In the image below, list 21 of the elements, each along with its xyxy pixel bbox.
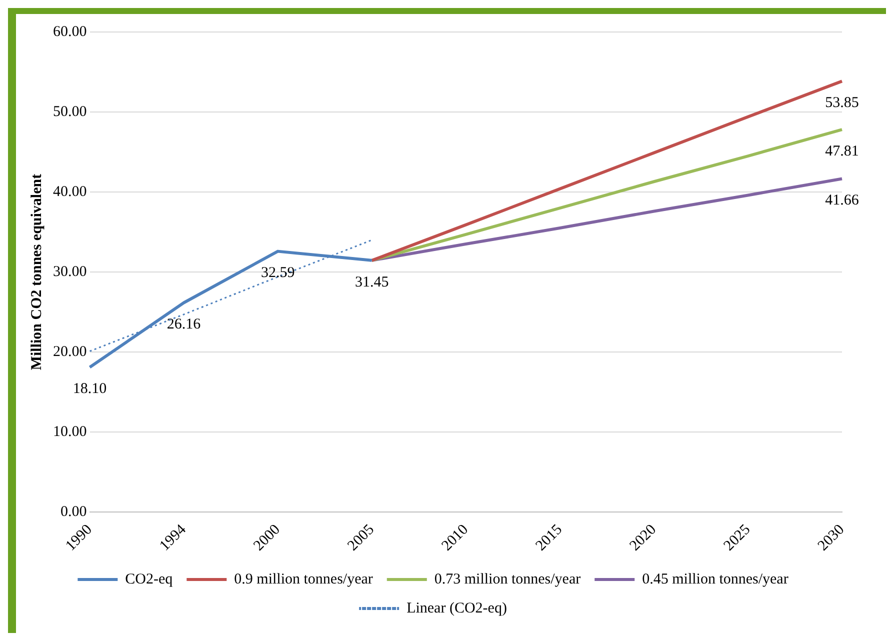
data-label: 32.59	[260, 265, 295, 282]
legend-label: CO2-eq	[125, 571, 174, 588]
x-tick-label: 1990	[62, 522, 96, 554]
y-tick-label: 30.00	[53, 264, 87, 280]
y-tick-label: 10.00	[53, 424, 87, 440]
y-tick-label: 20.00	[53, 344, 87, 360]
legend-label: 0.9 million tonnes/year	[234, 571, 373, 588]
data-label: 41.66	[825, 192, 860, 209]
y-tick-label: 40.00	[53, 184, 87, 200]
y-tick-label: 50.00	[53, 104, 87, 120]
data-label: 47.81	[825, 143, 859, 160]
y-tick-label: 0.00	[60, 504, 87, 520]
legend-label: 0.45 million tonnes/year	[642, 571, 788, 588]
data-label: 31.45	[354, 274, 389, 290]
y-tick-label: 60.00	[53, 24, 87, 40]
data-label: 26.16	[166, 316, 202, 333]
data-label: 18.10	[72, 381, 107, 398]
data-label: 53.85	[825, 95, 859, 112]
legend-label: Linear (CO2-eq)	[406, 600, 507, 616]
y-axis-title: Million CO2 tonnes equivalent	[28, 174, 45, 370]
legend-label: 0.73 million tonnes/year	[434, 571, 581, 588]
